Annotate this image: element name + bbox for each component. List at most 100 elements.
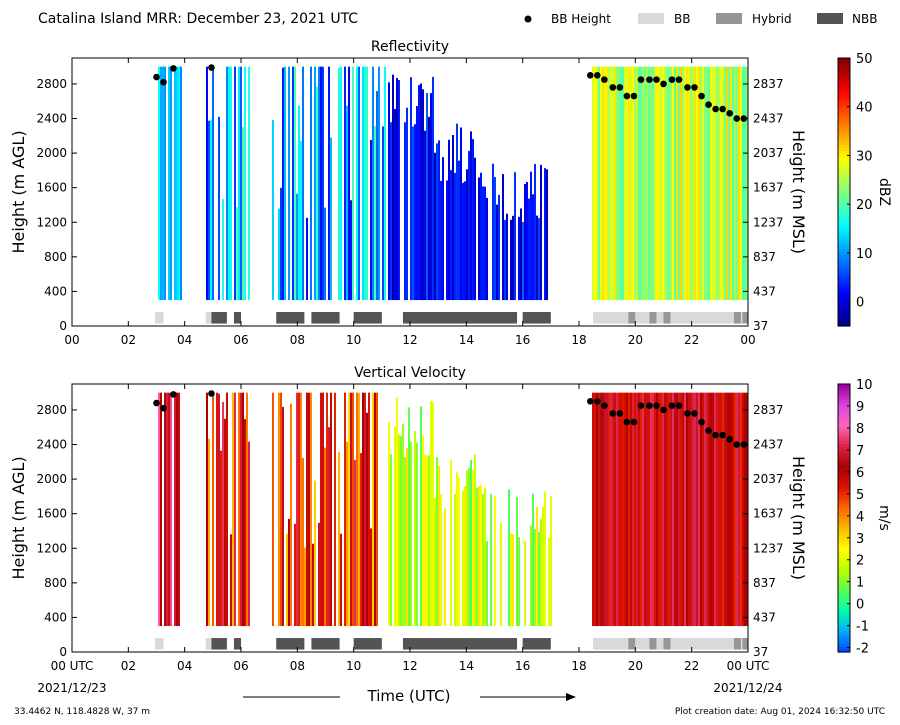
legend-bb-swatch <box>638 13 664 24</box>
colorbar-segment <box>838 317 850 321</box>
y-tick-label-right: 2437 <box>753 438 784 452</box>
colorbar-segment <box>838 200 850 205</box>
y-tick-label-right: 837 <box>753 250 776 264</box>
field-column <box>662 392 664 627</box>
field-column <box>426 455 428 627</box>
field-column <box>448 139 450 301</box>
field-column <box>472 469 474 627</box>
field-column <box>628 392 630 627</box>
field-column <box>658 66 660 301</box>
field-column <box>418 85 420 301</box>
field-column <box>428 116 430 301</box>
bb-height-point <box>675 402 683 409</box>
field-column <box>538 217 540 301</box>
field-column <box>614 392 616 627</box>
colorbar-segment <box>838 150 850 154</box>
colorbar-segment <box>838 314 850 318</box>
field-column <box>646 392 648 627</box>
colorbar-segment <box>838 156 850 160</box>
classification-segment-nbb <box>522 638 551 650</box>
field-column <box>686 392 688 627</box>
field-column <box>278 392 280 627</box>
field-column <box>594 66 596 301</box>
legend-hybrid-swatch <box>716 13 742 24</box>
field-column <box>290 403 292 627</box>
colorbar-segment <box>838 66 850 71</box>
field-column <box>650 66 652 301</box>
field-column <box>404 456 406 627</box>
field-column <box>356 392 358 627</box>
bb-height-point <box>653 402 660 409</box>
field-column <box>384 66 386 301</box>
classification-segment-hybrid <box>628 638 636 650</box>
bb-height-point <box>594 71 601 79</box>
field-column <box>164 66 166 301</box>
colorbar-segment <box>838 248 850 253</box>
field-column <box>334 392 336 627</box>
field-column <box>434 497 436 627</box>
colorbar-segment <box>838 263 850 268</box>
field-column <box>720 66 722 301</box>
colorbar-segment <box>838 296 850 300</box>
field-column <box>358 66 360 301</box>
colorbar-segment <box>838 69 850 74</box>
colorbar-segment <box>838 482 850 486</box>
field-column <box>292 66 294 301</box>
colorbar-segment <box>838 491 850 495</box>
y-tick-label-left: 800 <box>44 576 67 590</box>
x-tick-label: 00 <box>740 333 755 347</box>
classification-segment-hybrid <box>649 638 657 650</box>
field-column <box>480 172 482 301</box>
colorbar-segment <box>838 135 850 139</box>
colorbar-segment <box>838 165 850 169</box>
field-column <box>550 496 552 627</box>
classification-segment-nbb <box>233 312 241 324</box>
colorbar-segment <box>838 239 850 244</box>
colorbar-segment <box>838 105 850 110</box>
classification-segment-nbb <box>402 638 518 650</box>
colorbar-segment <box>838 224 850 229</box>
field-column <box>648 392 650 627</box>
field-column <box>626 392 628 627</box>
colorbar-segment <box>838 275 850 279</box>
colorbar-segment <box>838 628 850 632</box>
bb-height-point <box>684 410 691 417</box>
field-column <box>310 392 312 627</box>
field-column <box>660 66 662 301</box>
field-column <box>482 186 484 301</box>
field-column <box>624 66 626 301</box>
colorbar-segment <box>838 78 850 83</box>
field-column <box>390 454 392 627</box>
field-column <box>592 392 594 627</box>
field-column <box>712 66 714 301</box>
field-column <box>714 392 716 627</box>
colorbar-segment <box>838 108 850 113</box>
field-column <box>472 139 474 301</box>
field-column <box>484 487 486 627</box>
field-column <box>742 66 744 301</box>
colorbar-segment <box>838 189 850 193</box>
classification-segment-nbb <box>311 312 340 324</box>
y-tick-label-right: 37 <box>753 319 768 333</box>
field-column <box>746 66 748 301</box>
x-tick-label: 06 <box>233 333 248 347</box>
colorbar-segment <box>838 640 850 644</box>
colorbar-tick-label: 0 <box>856 598 864 613</box>
field-column <box>240 66 242 301</box>
y-tick-label-left: 400 <box>44 284 67 298</box>
field-column <box>700 392 702 627</box>
reflectivity-colorbar-label: dBZ <box>876 178 892 206</box>
y-tick-label-left: 2000 <box>36 472 67 486</box>
colorbar-segment <box>838 117 850 122</box>
y-tick-label-right: 2837 <box>753 77 784 91</box>
field-column <box>328 427 330 627</box>
field-column <box>456 472 458 627</box>
colorbar-segment <box>838 440 850 445</box>
colorbar-segment <box>838 532 850 537</box>
colorbar-tick-label: 3 <box>856 532 864 547</box>
field-column <box>726 392 728 627</box>
field-column <box>534 529 536 627</box>
y-tick-label-left: 1200 <box>36 215 67 229</box>
field-column <box>664 66 666 301</box>
field-column <box>366 66 368 301</box>
